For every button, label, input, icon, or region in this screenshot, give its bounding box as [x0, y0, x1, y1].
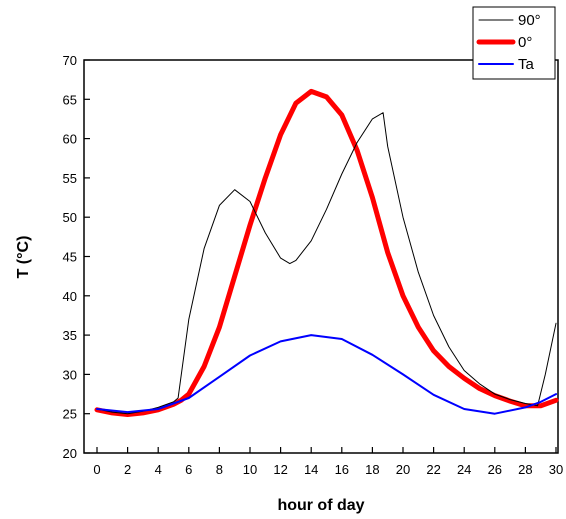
y-tick-label: 60: [63, 132, 77, 147]
x-axis-title: hour of day: [277, 497, 364, 514]
x-tick-label: 24: [457, 462, 471, 477]
x-tick-label: 22: [426, 462, 440, 477]
x-tick-label: 18: [365, 462, 379, 477]
y-tick-label: 30: [63, 367, 77, 382]
y-tick-label: 50: [63, 210, 77, 225]
y-tick-label: 20: [63, 446, 77, 461]
x-tick-label: 20: [396, 462, 410, 477]
series-line-90deg: [96, 112, 557, 415]
y-axis-title: T (°C): [15, 236, 32, 279]
x-tick-label: 2: [124, 462, 131, 477]
x-tick-label: 8: [216, 462, 223, 477]
y-tick-label: 70: [63, 53, 77, 68]
x-tick-label: 26: [488, 462, 502, 477]
x-tick-label: 10: [243, 462, 257, 477]
legend: 90° 0° Ta: [472, 6, 556, 80]
x-tick-label: 30: [549, 462, 563, 477]
legend-label-0deg: 0°: [518, 34, 532, 51]
y-tick-label: 40: [63, 289, 77, 304]
y-tick-label: 25: [63, 407, 77, 422]
x-tick-label: 6: [185, 462, 192, 477]
y-tick-label: 65: [63, 92, 77, 107]
y-tick-label: 45: [63, 250, 77, 265]
x-tick-label: 4: [155, 462, 162, 477]
y-tick-label: 55: [63, 171, 77, 186]
series-layer: [94, 88, 559, 417]
y-tick-label: 35: [63, 328, 77, 343]
legend-label-ta: Ta: [518, 56, 535, 73]
x-tick-label: 28: [518, 462, 532, 477]
x-tick-label: 14: [304, 462, 318, 477]
series-line-ta: [96, 334, 557, 415]
x-axis-ticks: 0 2 4 6 8 10 12 14 16 18 20 22 24 26 28 30: [93, 447, 563, 477]
series-line-0deg: [94, 88, 559, 417]
x-tick-label: 16: [335, 462, 349, 477]
legend-label-90deg: 90°: [518, 12, 541, 29]
x-tick-label: 12: [273, 462, 287, 477]
x-tick-label: 0: [93, 462, 100, 477]
y-axis-ticks: 20 25 30 35 40 45 50 55 60 65 70: [63, 53, 90, 461]
